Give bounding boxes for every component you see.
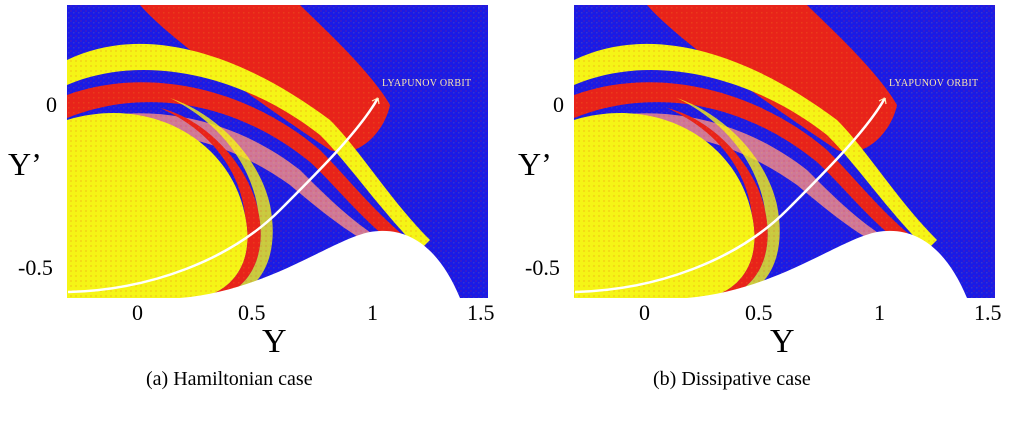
- y-axis-title: Y’: [8, 146, 42, 182]
- annotation-label: LYAPUNOV ORBIT: [889, 78, 978, 89]
- x-tick-05: 0.5: [745, 300, 773, 325]
- y-tick-0: 0: [553, 92, 564, 117]
- lyapunov-orbit-line: [574, 97, 887, 294]
- y-tick-neg05: -0.5: [18, 255, 53, 280]
- x-axis-title: Y: [770, 323, 795, 360]
- panel-dissipative: LYAPUNOV ORBIT Y’ 0 -0.5 0 0.5 1 1.5 Y (…: [508, 0, 1016, 421]
- x-tick-1: 1: [874, 300, 885, 325]
- y-axis-title: Y’: [518, 146, 552, 182]
- annotation-label: LYAPUNOV ORBIT: [382, 78, 471, 89]
- x-tick-1: 1: [367, 300, 378, 325]
- x-axis-title: Y: [262, 323, 287, 360]
- annotation-arrow: [371, 97, 380, 105]
- x-tick-0: 0: [639, 300, 650, 325]
- annotation-arrow: [878, 97, 887, 105]
- panel-caption: (b) Dissipative case: [653, 368, 811, 390]
- x-tick-05: 0.5: [238, 300, 266, 325]
- y-tick-0: 0: [46, 92, 57, 117]
- lyapunov-orbit-line: [67, 97, 380, 294]
- panel-caption: (a) Hamiltonian case: [146, 368, 313, 390]
- y-tick-neg05: -0.5: [525, 255, 560, 280]
- x-tick-15: 1.5: [974, 300, 1002, 325]
- x-tick-0: 0: [132, 300, 143, 325]
- basin-plot: LYAPUNOV ORBIT Y’ 0 -0.5 0 0.5 1 1.5 Y: [8, 5, 495, 360]
- panel-hamiltonian: LYAPUNOV ORBIT Y’ 0 -0.5 0 0.5 1 1.5 Y (…: [8, 5, 495, 390]
- x-tick-15: 1.5: [467, 300, 495, 325]
- basin-plot: LYAPUNOV ORBIT Y’ 0 -0.5 0 0.5 1 1.5 Y: [518, 5, 1002, 360]
